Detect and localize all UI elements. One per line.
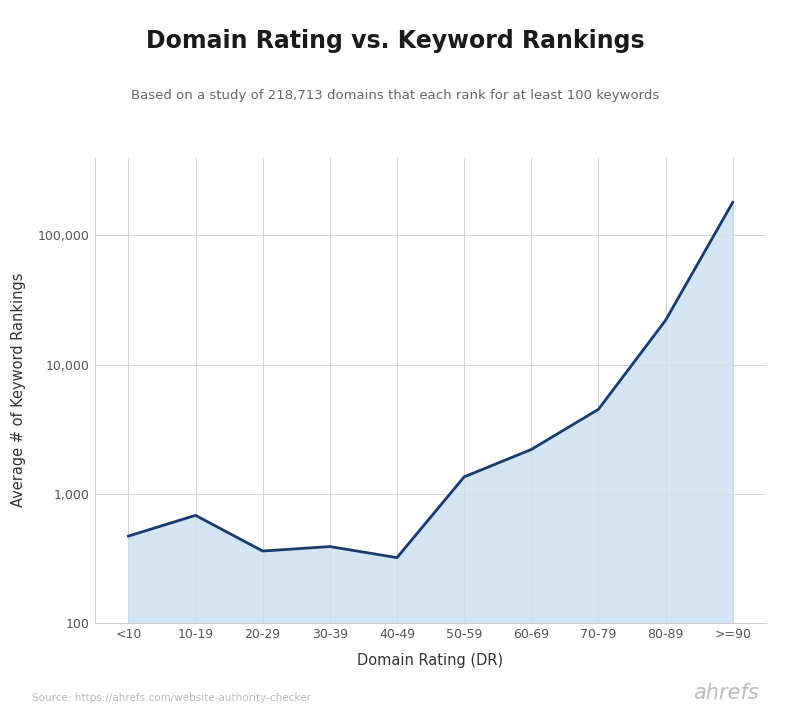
Text: ahrefs: ahrefs: [693, 683, 758, 703]
Text: Source: https://ahrefs.com/website-authority-checker: Source: https://ahrefs.com/website-autho…: [32, 693, 310, 703]
Text: Domain Rating vs. Keyword Rankings: Domain Rating vs. Keyword Rankings: [145, 29, 645, 53]
Text: Based on a study of 218,713 domains that each rank for at least 100 keywords: Based on a study of 218,713 domains that…: [131, 90, 659, 102]
Y-axis label: Average # of Keyword Rankings: Average # of Keyword Rankings: [11, 273, 26, 508]
X-axis label: Domain Rating (DR): Domain Rating (DR): [358, 652, 503, 667]
